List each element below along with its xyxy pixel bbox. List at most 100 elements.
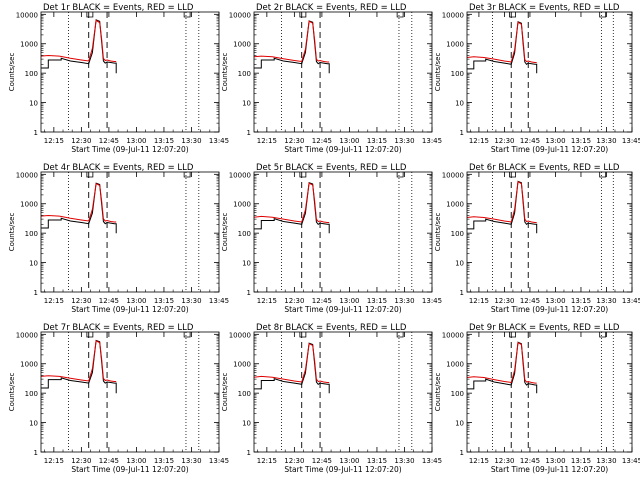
x-axis-label: Start Time (09-Jul-11 12:07:20) [491,145,608,154]
chart-panel-3: Det 3r BLACK = Events, RED = LLD 1 10 100 10… [434,3,640,154]
y-tick-label: 1000 [20,201,38,209]
y-tick-label: 100 [238,390,251,398]
interval-flag [509,12,516,18]
x-axis-label: Start Time (09-Jul-11 12:07:20) [71,305,188,314]
y-tick-label: 1 [247,449,251,457]
x-tick-label: 12:30 [71,457,91,465]
y-tick-label: 100 [238,70,251,78]
x-tick-label: 13:30 [181,297,201,305]
interval-flag [599,172,607,178]
plot-frame [466,331,633,453]
x-tick-label: 12:15 [469,137,489,145]
plot-frame [253,11,433,133]
x-tick-label: 13:30 [181,457,201,465]
x-tick-label: 13:45 [209,297,229,305]
y-tick-label: 1000 [446,201,464,209]
y-tick-label: 1 [247,289,251,297]
x-tick-label: 13:15 [154,297,174,305]
x-tick-label: 13:30 [394,137,414,145]
y-tick-label: 10 [29,420,38,428]
x-axis-label: Start Time (09-Jul-11 12:07:20) [491,305,608,314]
lld-series-line [466,180,537,223]
events-series-line [254,182,330,234]
events-series-line [467,20,538,74]
lld-series-line [40,182,117,223]
x-tick-label: 13:45 [422,137,442,145]
chart-title: Det 6r BLACK = Events, RED = LLD [469,163,620,173]
chart-panel-2: Det 2r BLACK = Events, RED = LLD 1 10 100 10… [221,3,442,154]
chart-title: Det 5r BLACK = Events, RED = LLD [256,163,407,173]
y-axis-label: Counts/sec [434,373,442,412]
lld-series-line [40,19,117,62]
x-tick-label: 12:30 [494,137,514,145]
chart-title: Det 7r BLACK = Events, RED = LLD [43,323,194,333]
lld-series-line [466,341,537,384]
x-tick-label: 13:45 [422,297,442,305]
x-axis-label: Start Time (09-Jul-11 12:07:20) [284,465,401,474]
x-tick-label: 12:45 [99,457,119,465]
plot-frame [253,331,433,453]
y-tick-label: 10000 [229,11,251,19]
y-axis-label: Counts/sec [8,373,16,412]
x-tick-label: 12:45 [520,137,540,145]
y-axis-label: Counts/sec [221,53,229,92]
x-tick-label: 13:30 [394,457,414,465]
y-tick-label: 1000 [446,41,464,49]
x-tick-label: 13:15 [367,457,387,465]
lld-series-line [253,342,330,383]
interval-flag [599,12,607,18]
x-tick-label: 12:15 [469,297,489,305]
x-tick-label: 13:00 [545,137,565,145]
y-axis-label: Counts/sec [434,213,442,252]
x-tick-label: 13:30 [394,297,414,305]
y-axis-label: Counts/sec [434,53,442,92]
x-tick-label: 12:30 [71,137,91,145]
y-tick-label: 100 [451,230,464,238]
chart-title: Det 9r BLACK = Events, RED = LLD [469,323,620,333]
x-tick-label: 12:30 [71,297,91,305]
x-tick-label: 12:45 [99,297,119,305]
y-tick-label: 1000 [233,41,251,49]
x-axis-label: Start Time (09-Jul-11 12:07:20) [491,465,608,474]
interval-flag [396,172,404,178]
x-tick-label: 12:45 [520,457,540,465]
y-tick-label: 10000 [442,171,464,179]
x-tick-label: 13:15 [571,457,591,465]
plot-frame [253,171,433,293]
y-tick-label: 10 [455,100,464,108]
x-tick-label: 13:00 [339,137,359,145]
x-tick-label: 13:15 [367,297,387,305]
y-tick-label: 100 [25,70,38,78]
events-series-line [467,341,538,394]
y-tick-label: 1 [460,449,464,457]
interval-flag [396,12,404,18]
chart-title: Det 3r BLACK = Events, RED = LLD [469,3,620,13]
lld-series-line [253,182,330,223]
x-tick-label: 13:00 [339,297,359,305]
x-tick-label: 12:45 [312,297,332,305]
x-tick-label: 13:45 [622,457,640,465]
x-axis-label: Start Time (09-Jul-11 12:07:20) [71,465,188,474]
x-tick-label: 12:45 [99,137,119,145]
chart-panel-9: Det 9r BLACK = Events, RED = LLD 1 10 100 10… [434,323,640,474]
x-axis-label: Start Time (09-Jul-11 12:07:20) [284,145,401,154]
chart-title: Det 1r BLACK = Events, RED = LLD [43,3,194,13]
y-tick-label: 100 [238,230,251,238]
x-tick-label: 12:15 [44,297,64,305]
x-tick-label: 13:00 [545,457,565,465]
y-tick-label: 10000 [229,331,251,339]
y-axis-label: Counts/sec [8,53,16,92]
y-tick-label: 10 [242,420,251,428]
x-tick-label: 13:15 [571,137,591,145]
y-tick-label: 1000 [233,361,251,369]
x-tick-label: 12:30 [494,297,514,305]
chart-panel-6: Det 6r BLACK = Events, RED = LLD 1 10 100 10… [434,163,640,314]
x-tick-label: 12:30 [284,137,304,145]
interval-flag [183,332,191,338]
x-tick-label: 12:30 [494,457,514,465]
y-axis-label: Counts/sec [8,213,16,252]
x-tick-label: 13:15 [154,457,174,465]
interval-flag [86,172,94,178]
x-tick-label: 13:45 [209,137,229,145]
